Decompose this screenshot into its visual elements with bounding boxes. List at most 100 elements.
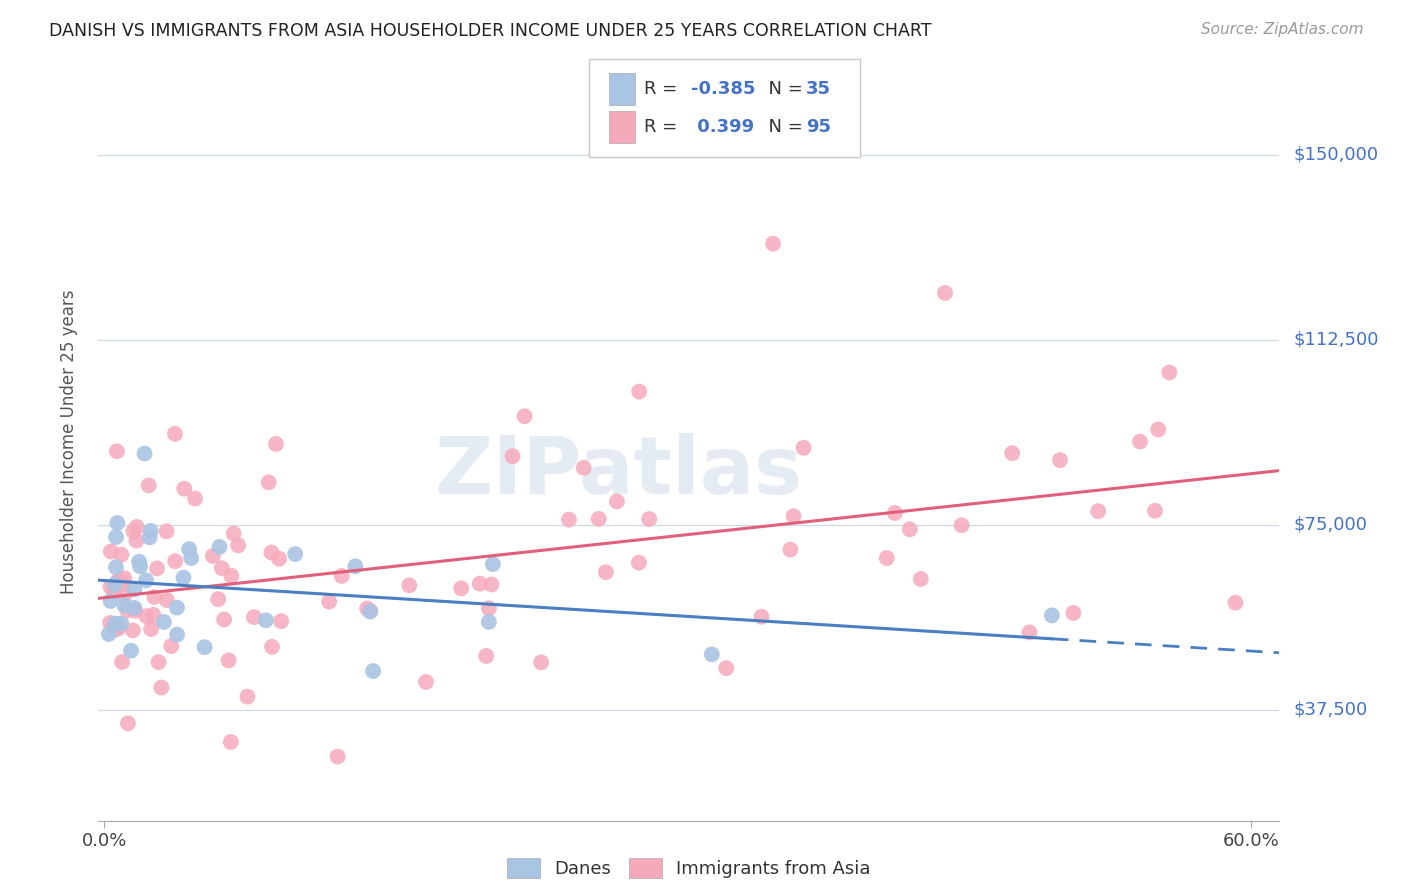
FancyBboxPatch shape [609,111,634,143]
Text: DANISH VS IMMIGRANTS FROM ASIA HOUSEHOLDER INCOME UNDER 25 YEARS CORRELATION CHA: DANISH VS IMMIGRANTS FROM ASIA HOUSEHOLD… [49,22,932,40]
Point [135,574,157,588]
Point [114,599,136,613]
Point [172,571,194,585]
Point [135,609,157,624]
Point [221,569,243,583]
Point [112,589,135,603]
Point [121,624,143,638]
Point [361,664,384,678]
Point [478,601,501,615]
Point [218,653,240,667]
Point [628,384,651,399]
Point [160,639,183,653]
Point [876,551,898,566]
Point [478,615,501,629]
Point [104,560,127,574]
Point [201,549,224,563]
Point [146,561,169,575]
FancyBboxPatch shape [589,59,860,157]
Point [141,622,163,636]
Point [1129,434,1152,449]
Point [111,655,134,669]
Point [260,545,283,559]
Point [910,572,932,586]
Point [105,530,128,544]
Point [716,661,738,675]
Text: ZIPatlas: ZIPatlas [434,433,803,511]
Point [627,556,650,570]
Point [1062,606,1084,620]
Point [100,580,122,594]
Text: $112,500: $112,500 [1294,331,1379,349]
Y-axis label: Householder Income Under 25 years: Householder Income Under 25 years [59,289,77,594]
Text: -0.385: -0.385 [692,80,756,98]
Point [138,478,160,492]
Point [762,236,785,251]
Point [166,600,188,615]
Point [117,716,139,731]
Point [700,648,723,662]
Point [163,426,186,441]
Point [165,554,187,568]
Text: N =: N = [758,80,808,98]
Point [260,640,283,654]
Point [100,594,122,608]
Point [134,446,156,460]
Point [105,444,128,458]
Point [415,674,437,689]
Point [359,605,381,619]
Point [782,509,804,524]
Point [211,561,233,575]
Point [1087,504,1109,518]
Point [212,612,235,626]
Point [177,542,200,557]
Point [1147,422,1170,436]
Point [103,618,125,632]
Point [530,655,553,669]
Point [125,533,148,548]
Point [100,544,122,558]
Point [122,524,145,539]
Point [180,551,202,566]
Point [98,615,121,630]
Point [219,735,242,749]
Point [104,577,127,591]
Point [1049,453,1071,467]
Point [558,513,581,527]
Point [264,437,287,451]
Point [139,524,162,538]
Point [638,512,661,526]
Point [110,548,132,562]
Text: $37,500: $37,500 [1294,701,1368,719]
Point [125,520,148,534]
Point [330,569,353,583]
Point [208,540,231,554]
Point [156,593,179,607]
Text: $150,000: $150,000 [1294,146,1378,164]
Point [193,640,215,655]
Point [359,604,381,618]
Point [97,627,120,641]
Point [148,655,170,669]
Point [166,627,188,641]
Point [184,491,207,506]
Point [1144,504,1167,518]
Point [481,577,503,591]
Point [226,538,249,552]
Point [450,582,472,596]
Text: 0.399: 0.399 [692,118,755,136]
Point [270,614,292,628]
Point [950,518,973,533]
Point [112,571,135,585]
Point [751,609,773,624]
Point [482,557,505,571]
Point [124,582,146,597]
Point [595,565,617,579]
Point [1018,625,1040,640]
Point [104,623,127,637]
Point [284,547,307,561]
Text: $75,000: $75,000 [1294,516,1368,533]
Point [128,555,150,569]
Point [108,573,131,587]
Point [398,578,420,592]
